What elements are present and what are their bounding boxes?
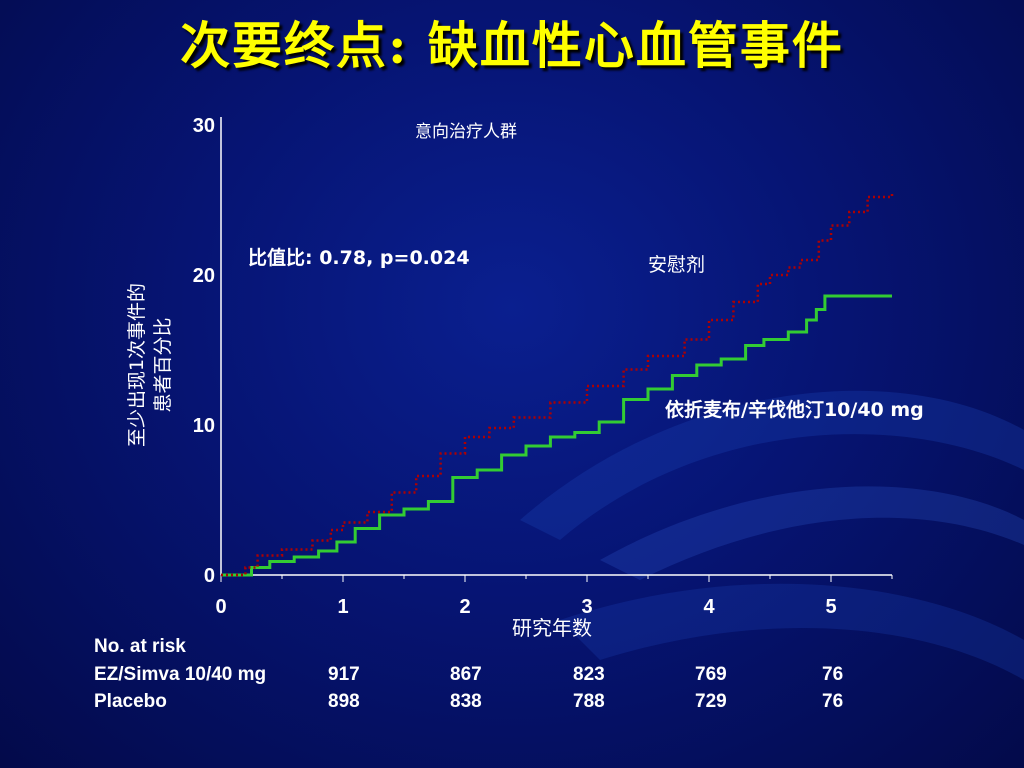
risk-row-placebo: Placebo 898 838 788 729 76 xyxy=(94,691,994,715)
risk-table-title: No. at risk xyxy=(94,636,186,657)
x-tick-label: 3 xyxy=(581,596,592,618)
y-axis-label: 至少出现1次事件的 患者百分比 xyxy=(124,283,176,447)
risk-value: 823 xyxy=(573,664,605,685)
series-label-placebo: 安慰剂 xyxy=(648,254,705,276)
slide-title: 次要终点: 缺血性心血管事件 xyxy=(180,16,844,75)
risk-value: 769 xyxy=(695,664,727,685)
risk-value: 838 xyxy=(450,691,482,712)
y-tick-label: 30 xyxy=(193,115,215,137)
risk-value: 898 xyxy=(328,691,360,712)
risk-value: 788 xyxy=(573,691,605,712)
chart-subtitle: 意向治疗人群 xyxy=(415,122,517,142)
risk-row-label: Placebo xyxy=(94,691,167,712)
y-tick-label: 10 xyxy=(193,415,215,437)
risk-value: 729 xyxy=(695,691,727,712)
x-tick-label: 1 xyxy=(337,596,348,618)
x-axis-label: 研究年数 xyxy=(512,616,592,640)
y-axis-label-line1: 至少出现1次事件的 xyxy=(126,282,148,448)
series-line-ezsimva xyxy=(221,294,892,577)
series-label-ezsimva: 依折麦布/辛伐他汀10/40 mg xyxy=(665,398,924,421)
risk-value: 917 xyxy=(328,664,360,685)
series-line-placebo xyxy=(221,194,894,577)
y-tick-label: 0 xyxy=(204,565,215,587)
risk-value: 867 xyxy=(450,664,482,685)
risk-row-label: EZ/Simva 10/40 mg xyxy=(94,664,267,685)
risk-row-ezsimva: EZ/Simva 10/40 mg 917 867 823 769 76 xyxy=(94,664,994,688)
x-tick-label: 2 xyxy=(459,596,470,618)
annotation-odds-ratio: 比值比: 0.78, p=0.024 xyxy=(248,246,470,269)
risk-value: 76 xyxy=(822,664,844,685)
y-axis-label-line2: 患者百分比 xyxy=(152,317,174,413)
y-tick-label: 20 xyxy=(193,265,215,287)
x-tick-label: 4 xyxy=(703,596,715,618)
risk-value: 76 xyxy=(822,691,844,712)
x-tick-label: 0 xyxy=(215,596,226,618)
x-tick-label: 5 xyxy=(825,596,836,618)
